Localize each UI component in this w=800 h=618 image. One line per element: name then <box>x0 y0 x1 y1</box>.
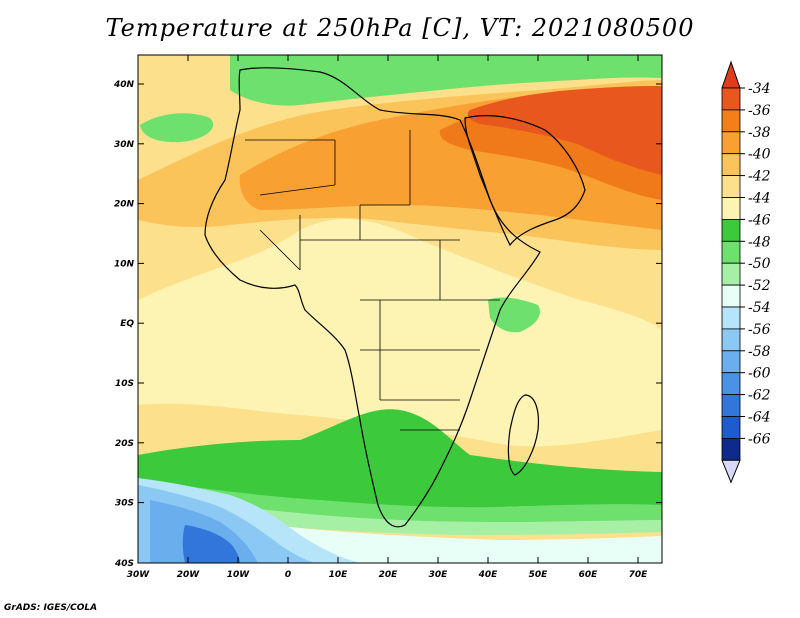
lon-tick-label: 10W <box>227 570 251 580</box>
colorbar-swatch <box>721 197 741 220</box>
colorbar-swatch <box>721 306 741 330</box>
colorbar-swatch <box>721 437 741 461</box>
colorbar-label: -40 <box>748 147 771 163</box>
colorbar-label: -38 <box>748 125 771 141</box>
madagascar-coastline <box>507 394 540 476</box>
colorbar-label: -66 <box>748 431 771 447</box>
field-hotter-north <box>467 86 662 175</box>
colorbar-swatch <box>721 394 741 417</box>
colorbar-label: -44 <box>748 191 771 207</box>
colorbar-swatch <box>721 284 741 308</box>
lon-tick-label: 50E <box>529 570 549 580</box>
lon-tick-label: 10E <box>329 570 349 580</box>
lat-tick-label: 40S <box>114 559 134 569</box>
map-title: Temperature at 250hPa [C], VT: 202108050… <box>105 14 695 42</box>
lat-tick-label: 10N <box>114 259 135 269</box>
colorbar-swatch <box>721 240 741 264</box>
colorbar-swatch <box>721 328 741 352</box>
coastlines <box>204 67 586 528</box>
colorbar-label: -54 <box>748 300 771 316</box>
colorbar: -34 -36 -38 -40 -42 -44 -46 -48 -50 -52 -54 -56 -58 -… <box>721 60 771 484</box>
colorbar-label: -34 <box>748 81 771 97</box>
lat-tick-label: 10S <box>115 379 134 389</box>
colorbar-label: -62 <box>748 388 771 404</box>
colorbar-swatch <box>721 350 741 374</box>
field-green-south <box>138 409 662 509</box>
africa-coastline <box>204 67 541 528</box>
field-green-eastafrica <box>488 297 540 333</box>
colorbar-swatch <box>721 218 741 242</box>
lat-tick-label: 30S <box>115 499 134 509</box>
grads-credit: GrADS: IGES/COLA <box>4 603 98 613</box>
lat-tick-label: 20S <box>115 439 134 449</box>
colorbar-label: -50 <box>748 256 771 272</box>
lon-tick-label: 40E <box>478 570 499 580</box>
lon-tick-label: 20W <box>177 570 201 580</box>
colorbar-swatch <box>721 131 741 155</box>
colorbar-label: -46 <box>748 212 771 228</box>
field-green-westblob <box>140 113 214 143</box>
map-frame <box>137 54 663 564</box>
lat-tick-label: EQ <box>120 319 134 329</box>
lon-tick-label: 0 <box>285 570 291 580</box>
colorbar-label: -60 <box>748 366 771 382</box>
temperature-field <box>138 55 662 563</box>
colorbar-arrow-top <box>721 60 741 89</box>
arabia-coastline <box>464 115 586 247</box>
colorbar-swatch <box>721 372 741 396</box>
lon-tick-label: 30W <box>127 570 151 580</box>
field-green-north <box>230 55 662 106</box>
longitude-axis: 30W 20W 10W 0 10E 20E 30E 40E 50E 60E 70E <box>127 55 648 580</box>
lon-tick-label: 60E <box>579 570 599 580</box>
interior-borders <box>245 130 500 431</box>
field-cream-band <box>138 219 662 447</box>
field-deepblue-south <box>182 525 240 563</box>
colorbar-swatch <box>721 175 741 198</box>
lon-tick-label: 70E <box>629 570 649 580</box>
colorbar-swatch <box>721 109 741 133</box>
lat-tick-label: 30N <box>114 140 135 150</box>
colorbar-label: -42 <box>748 169 771 185</box>
colorbar-label: -64 <box>748 410 771 426</box>
colorbar-swatch <box>721 153 741 176</box>
colorbar-arrow-bottom <box>721 459 741 484</box>
colorbar-label: -56 <box>748 322 771 338</box>
colorbar-label: -36 <box>748 103 771 119</box>
colorbar-label: -58 <box>748 344 771 360</box>
colorbar-swatch <box>721 262 741 286</box>
lat-tick-label: 20N <box>114 200 135 210</box>
lat-tick-label: 40N <box>113 80 135 90</box>
colorbar-swatch <box>721 87 741 111</box>
colorbar-label: -48 <box>748 234 771 250</box>
colorbar-swatch <box>721 416 741 439</box>
lon-tick-label: 30E <box>429 570 449 580</box>
latitude-axis: 40N 30N 20N 10N EQ 10S 20S 30S 40S <box>113 80 662 569</box>
lon-tick-label: 20E <box>379 570 399 580</box>
colorbar-label: -52 <box>748 278 771 294</box>
